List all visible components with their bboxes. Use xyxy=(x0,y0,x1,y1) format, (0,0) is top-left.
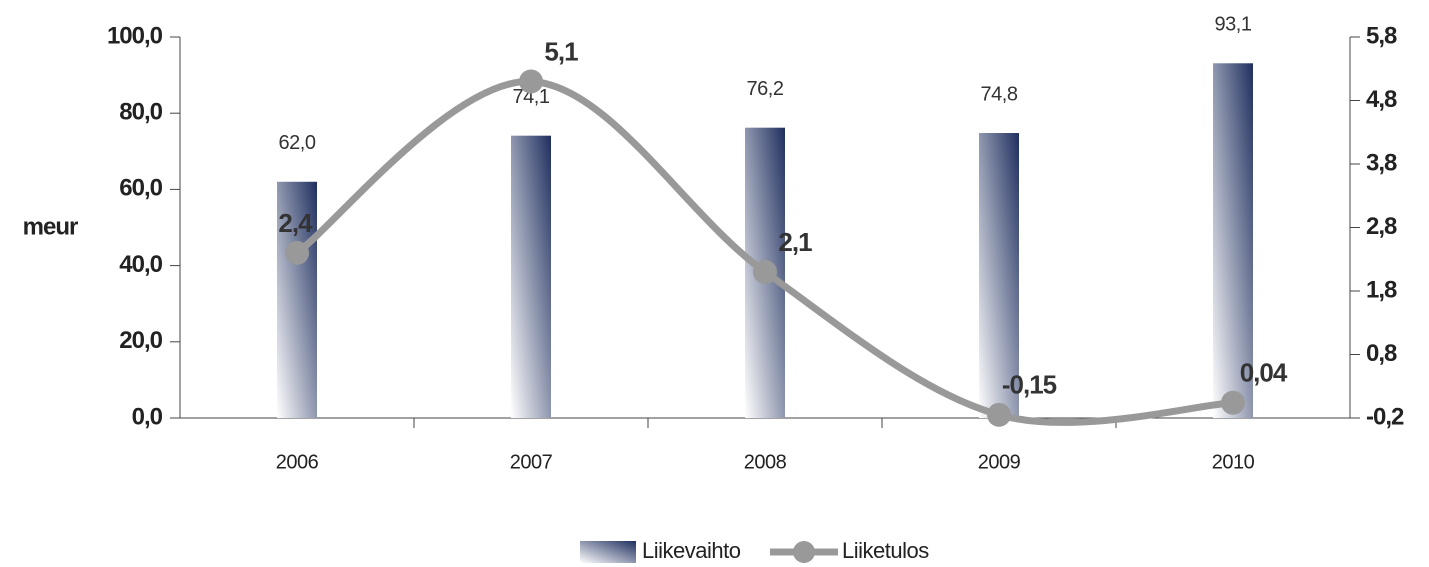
x-tick-label: 2010 xyxy=(1212,451,1255,473)
bar xyxy=(979,133,1019,418)
y2-tick-label: 5,8 xyxy=(1366,22,1397,49)
y-tick-label: 40,0 xyxy=(119,251,162,278)
bar xyxy=(511,135,551,418)
x-tick-label: 2007 xyxy=(510,451,553,473)
y2-tick-label: 0,8 xyxy=(1366,340,1397,367)
y2-tick-label: 2,8 xyxy=(1366,213,1397,240)
legend-swatch xyxy=(793,541,815,563)
line xyxy=(294,77,1234,426)
line-marker xyxy=(519,69,543,94)
y-tick-label: 80,0 xyxy=(119,99,162,126)
y2-tick-label: 4,8 xyxy=(1366,86,1397,113)
x-tick-label: 2009 xyxy=(978,451,1021,473)
x-tick-label: 2008 xyxy=(744,451,787,473)
bar xyxy=(277,181,317,418)
y-tick-label: 0,0 xyxy=(132,403,163,430)
line-marker xyxy=(1221,390,1245,415)
line-marker xyxy=(285,240,309,265)
bar-value-label: 74,1 xyxy=(513,86,550,108)
x-tick-label: 2006 xyxy=(276,451,319,473)
bar-value-label: 62,0 xyxy=(279,132,316,154)
line-marker xyxy=(753,259,777,284)
y-axis-label: meur xyxy=(23,213,78,240)
y-tick-label: 20,0 xyxy=(119,327,162,354)
line-value-label: 2,1 xyxy=(778,227,812,257)
y2-tick-label: 1,8 xyxy=(1366,276,1397,303)
line-value-label: -0,15 xyxy=(1002,370,1057,400)
legend-label: Liiketulos xyxy=(842,538,929,563)
y2-tick-label: 3,8 xyxy=(1366,149,1397,176)
line-value-label: 2,4 xyxy=(278,208,313,238)
y-tick-label: 60,0 xyxy=(119,175,162,202)
line-marker xyxy=(987,402,1011,427)
y2-tick-label: -0,2 xyxy=(1366,403,1404,430)
legend-label: Liikevaihto xyxy=(642,538,741,563)
legend-swatch xyxy=(580,541,636,563)
bar-value-label: 93,1 xyxy=(1215,14,1252,36)
y-tick-label: 100,0 xyxy=(107,22,163,49)
bar xyxy=(1213,63,1253,418)
line-value-label: 0,04 xyxy=(1240,358,1288,388)
bar-value-label: 74,8 xyxy=(981,83,1018,105)
line-value-label: 5,1 xyxy=(544,36,578,66)
bar-value-label: 76,2 xyxy=(747,78,784,100)
